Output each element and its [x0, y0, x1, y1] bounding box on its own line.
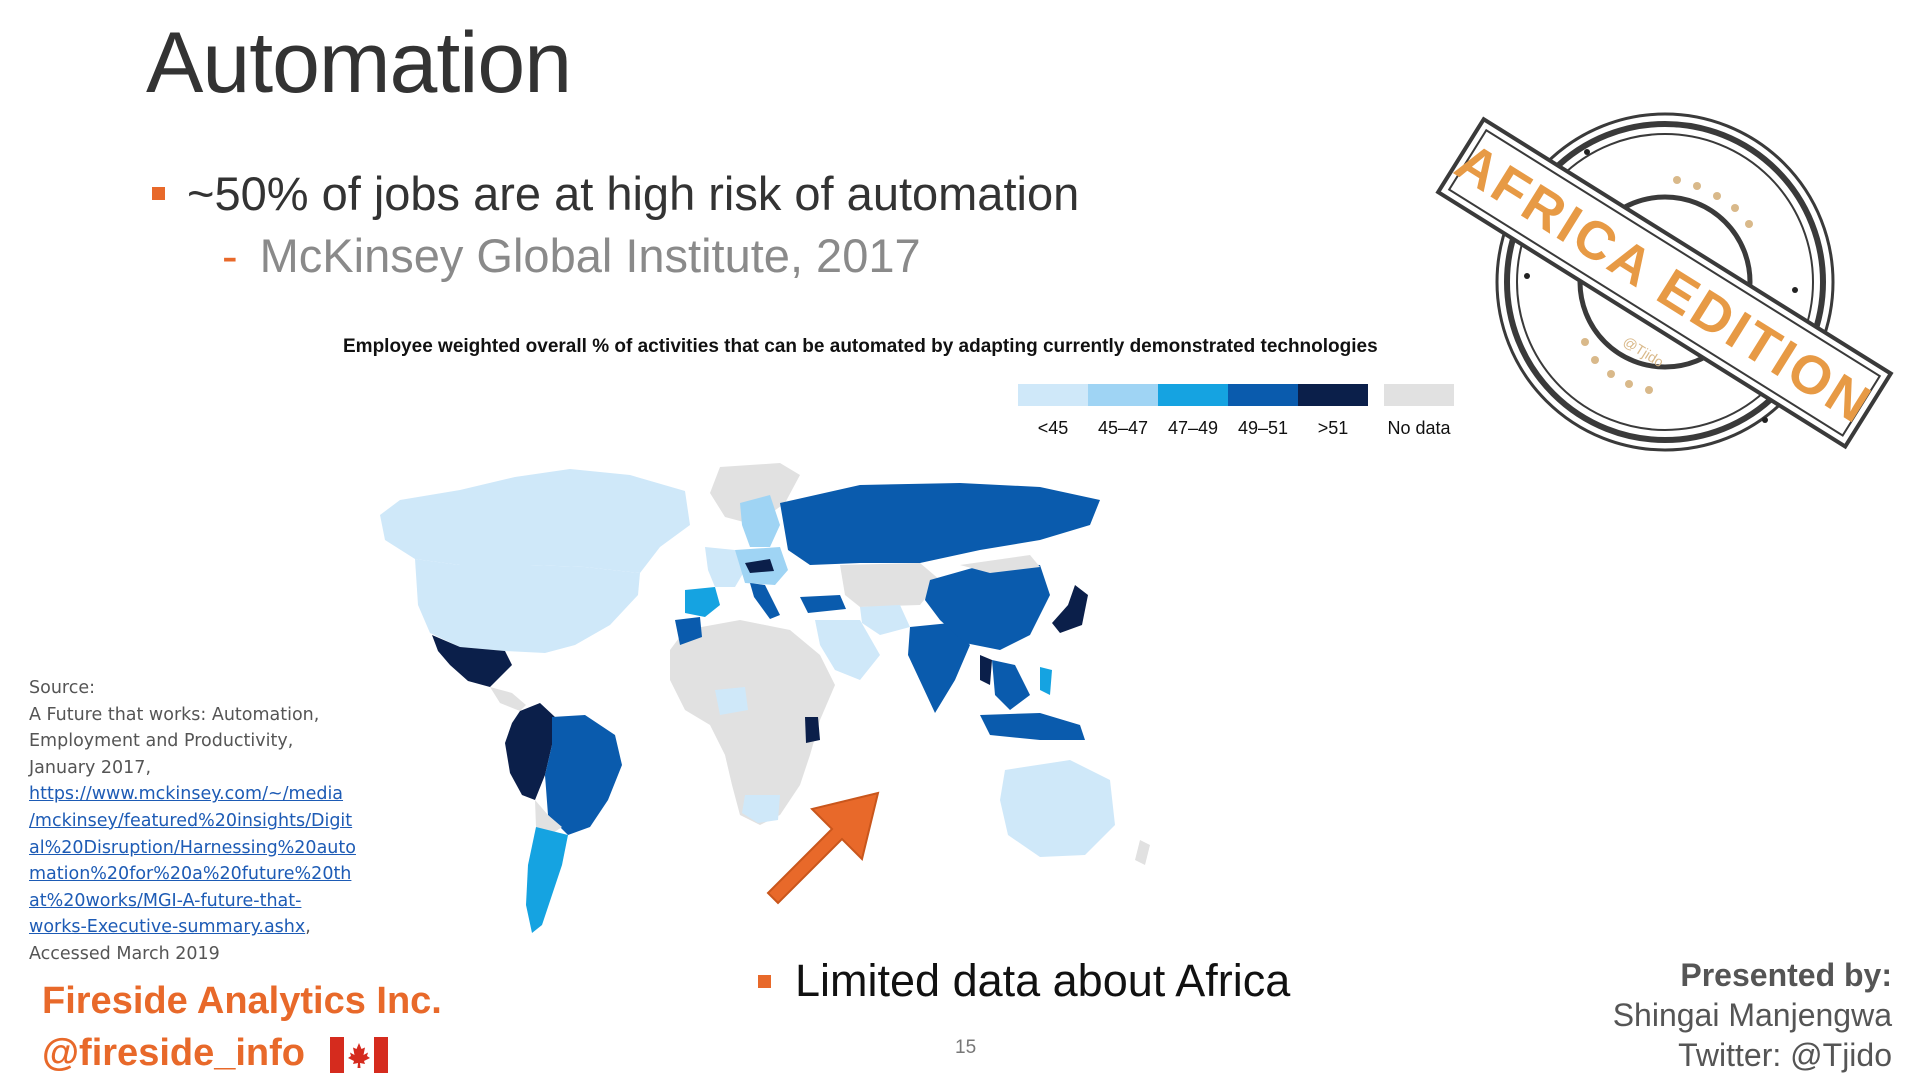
- map-region-usa: [415, 559, 640, 653]
- legend-label: <45: [1037, 418, 1069, 438]
- legend-label: 45–47: [1097, 418, 1149, 438]
- main-bullet-text: ~50% of jobs are at high risk of automat…: [187, 167, 1080, 220]
- presenter-heading: Presented by:: [1680, 957, 1892, 993]
- presenter-twitter: Twitter: @Tjido: [1678, 1037, 1892, 1073]
- legend-swatch: [1158, 384, 1228, 406]
- source-link-line[interactable]: works-Executive-summary.ashx: [29, 917, 306, 938]
- stamp-stars-icon: [1581, 176, 1753, 394]
- map-region-indonesia: [980, 713, 1085, 740]
- main-bullet: ~50% of jobs are at high risk of automat…: [152, 166, 1079, 221]
- map-region-argentina-chile: [526, 827, 568, 933]
- source-link-trailing: ,: [305, 917, 311, 938]
- legend-swatch: [1384, 384, 1454, 406]
- map-region-canada: [380, 469, 690, 573]
- world-map: [380, 463, 1150, 933]
- legend-swatch: [1018, 384, 1088, 406]
- map-region-italy: [750, 583, 780, 619]
- map-region-turkey: [800, 595, 846, 613]
- africa-bullet: Limited data about Africa: [758, 955, 1290, 1007]
- company-branding: Fireside Analytics Inc. @fireside_info: [42, 975, 442, 1079]
- canada-flag-icon: [329, 1036, 388, 1073]
- map-region-czech: [745, 559, 774, 573]
- legend-label: 47–49: [1167, 418, 1219, 438]
- source-line: Source:: [29, 678, 96, 698]
- map-legend: <45 45–47 47–49 49–51 >51 No data: [1018, 384, 1454, 439]
- map-region-western-europe: [705, 547, 745, 587]
- source-accessed: Accessed March 2019: [29, 943, 220, 964]
- stamp-dots-icon: [1524, 149, 1798, 423]
- map-region-iran: [860, 605, 910, 635]
- map-region-new-zealand: [1135, 840, 1150, 865]
- legend-swatch: [1088, 384, 1158, 406]
- map-region-central-asia: [840, 563, 940, 607]
- map-region-philippines: [1040, 667, 1052, 695]
- map-region-brazil: [545, 715, 622, 835]
- source-link-line[interactable]: al%20Disruption/Harnessing%20auto: [29, 837, 356, 858]
- legend-label: >51: [1317, 418, 1349, 438]
- map-region-india: [908, 623, 970, 713]
- source-line: Employment and Productivity,: [29, 731, 294, 752]
- map-region-china: [925, 563, 1050, 650]
- map-region-colombia-peru: [505, 703, 555, 800]
- page-number: 15: [955, 1037, 977, 1058]
- map-region-scandinavia: [740, 495, 780, 547]
- map-region-mongolia: [960, 555, 1040, 573]
- map-region-australia: [1000, 760, 1115, 857]
- map-region-japan: [1052, 585, 1088, 633]
- legend-swatch: [1228, 384, 1298, 406]
- orange-arrow-icon: [766, 791, 880, 905]
- source-link-line[interactable]: at%20works/MGI-A-future-that-: [29, 890, 302, 911]
- source-link-line[interactable]: mation%20for%20a%20future%20th: [29, 864, 352, 885]
- map-region-kenya: [805, 717, 820, 743]
- map-region-greenland: [710, 463, 800, 525]
- map-region-mexico: [432, 635, 512, 687]
- company-handle: @fireside_info: [42, 1032, 305, 1074]
- bullet-marker-icon: [758, 974, 771, 988]
- africa-edition-stamp: @Tjido AFRICA EDITION: [1435, 112, 1894, 452]
- sub-bullet-text: McKinsey Global Institute, 2017: [259, 229, 921, 282]
- map-region-spain: [685, 587, 720, 617]
- map-region-central-america: [490, 687, 526, 711]
- africa-bullet-text: Limited data about Africa: [795, 955, 1291, 1006]
- legend-label: No data: [1387, 418, 1451, 438]
- map-region-south-america-gray: [535, 800, 562, 835]
- source-link-last-row: works-Executive-summary.ashx,: [29, 914, 379, 941]
- company-handle-row: @fireside_info: [42, 1027, 442, 1079]
- source-citation: Source: A Future that works: Automation,…: [29, 675, 379, 968]
- slide-title: Automation: [146, 15, 572, 111]
- presenter-info: Presented by: Shingai Manjengwa Twitter:…: [1613, 955, 1892, 1075]
- legend-swatch: [1298, 384, 1368, 406]
- map-region-southeast-asia: [992, 660, 1030, 710]
- map-region-south-africa: [742, 795, 780, 823]
- map-region-thailand: [980, 655, 992, 685]
- source-link-line[interactable]: https://www.mckinsey.com/~/media: [29, 784, 344, 805]
- source-line: A Future that works: Automation,: [29, 704, 320, 725]
- map-region-nigeria: [715, 687, 748, 715]
- map-region-africa: [670, 620, 835, 825]
- map-title: Employee weighted overall % of activitie…: [343, 336, 1378, 357]
- map-region-russia: [780, 483, 1100, 565]
- source-link-line[interactable]: /mckinsey/featured%20insights/Digit: [29, 810, 353, 831]
- presenter-name: Shingai Manjengwa: [1612, 997, 1892, 1033]
- source-line: January 2017,: [29, 757, 152, 778]
- sub-bullet: - McKinsey Global Institute, 2017: [222, 228, 921, 283]
- bullet-marker-icon: [152, 187, 165, 200]
- map-region-saudi-arabia: [815, 620, 880, 680]
- sub-bullet-marker: -: [222, 229, 238, 282]
- company-name: Fireside Analytics Inc.: [42, 980, 442, 1022]
- legend-label: 49–51: [1237, 418, 1289, 438]
- map-region-morocco: [675, 617, 702, 645]
